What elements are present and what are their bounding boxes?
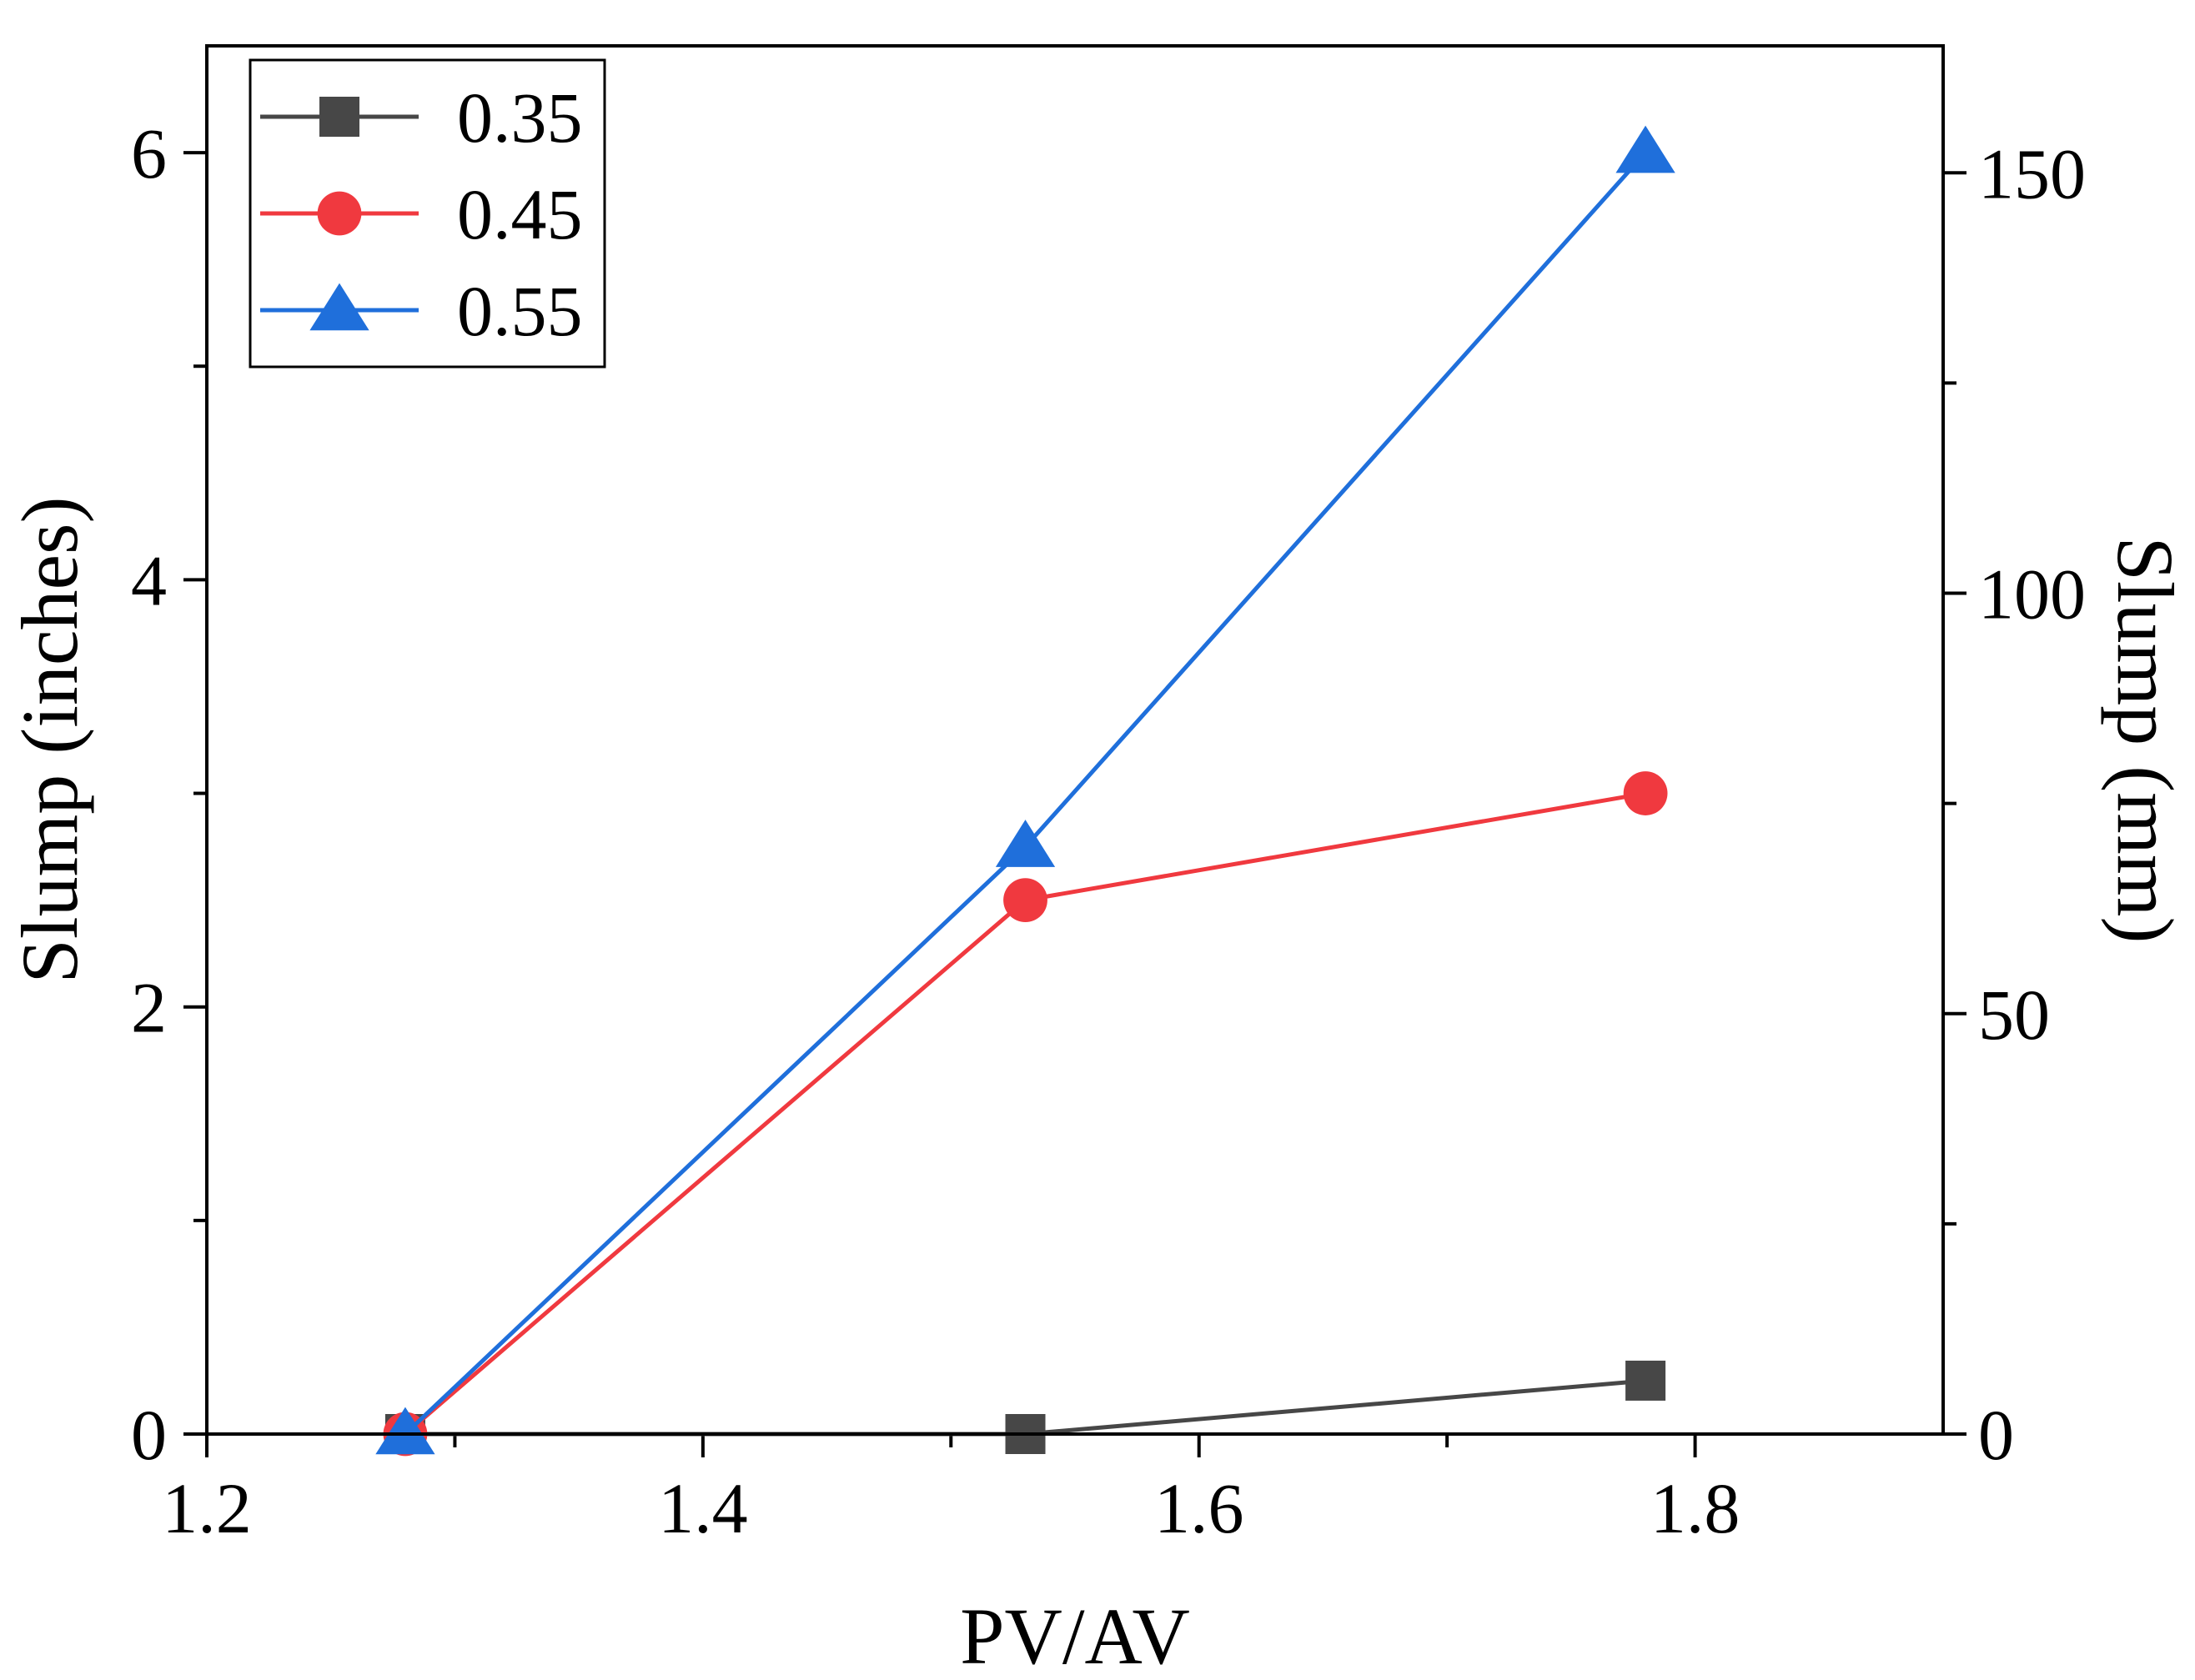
legend-marker-triangle <box>309 283 369 331</box>
minor-ticks <box>193 364 1956 1447</box>
data-point-triangle <box>375 1407 435 1455</box>
x-tick-label: 1.2 <box>162 1468 252 1548</box>
data-point-circle <box>1623 771 1668 815</box>
major-ticks <box>183 151 1966 1457</box>
legend-label: 0.35 <box>457 78 583 158</box>
data-point-triangle <box>1615 125 1675 173</box>
y2-tick-label: 100 <box>1978 554 2086 634</box>
legend-label: 0.55 <box>457 271 583 351</box>
y2-tick-label: 150 <box>1978 133 2086 213</box>
x-tick-label: 1.4 <box>658 1468 748 1548</box>
y-tick-label: 6 <box>131 113 167 193</box>
legend-item: 0.45 <box>260 174 583 254</box>
legend-marker-circle <box>317 191 362 236</box>
series-triangle <box>375 125 1675 1455</box>
y2-tick-label: 0 <box>1978 1395 2014 1475</box>
legend-item: 0.55 <box>260 271 583 351</box>
y-tick-label: 0 <box>131 1395 167 1475</box>
y-tick-label: 2 <box>131 968 167 1048</box>
plot-frame <box>205 44 1945 1436</box>
y-tick-label: 4 <box>131 540 167 620</box>
y2-axis-title: Slump (mm) <box>2101 536 2190 943</box>
legend: 0.35 0.45 0.55 <box>249 58 606 369</box>
x-tick-label: 1.6 <box>1154 1468 1244 1548</box>
x-axis-title: PV/AV <box>960 1592 1190 1680</box>
tick-labels: 1.2 1.4 1.6 1.8 0 2 4 6 0 50 100 150 <box>131 113 2086 1548</box>
data-point-triangle <box>995 820 1056 867</box>
legend-item: 0.35 <box>260 78 583 158</box>
legend-label: 0.45 <box>457 174 583 254</box>
y-axis-title: Slump (inches) <box>5 497 94 984</box>
legend-marker-square <box>319 97 359 137</box>
series-square <box>384 1360 1666 1454</box>
y2-tick-label: 50 <box>1978 975 2050 1055</box>
x-tick-label: 1.8 <box>1650 1468 1740 1548</box>
data-point-circle <box>1003 878 1047 923</box>
series-circle <box>383 771 1668 1457</box>
data-point-square <box>1625 1360 1666 1401</box>
